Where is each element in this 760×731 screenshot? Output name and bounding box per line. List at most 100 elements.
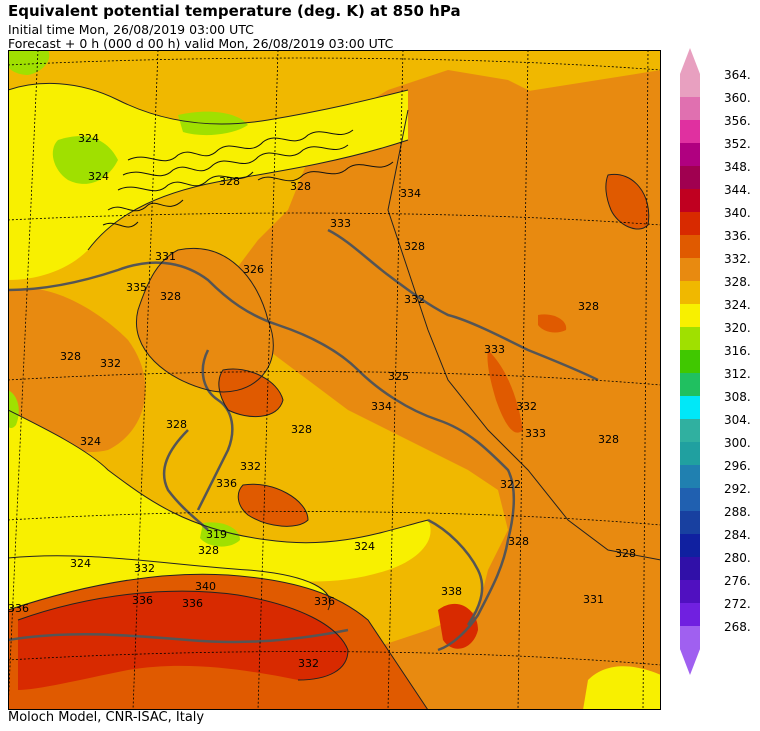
- contour-label: 328: [578, 300, 599, 313]
- theta-e-field-340-b: [438, 603, 478, 649]
- legend-swatch: [680, 327, 700, 351]
- theta-e-field-332-east: [388, 70, 661, 560]
- legend-swatch: [680, 419, 700, 443]
- legend-swatch: [680, 626, 700, 650]
- contour-label: 333: [330, 217, 351, 230]
- legend-swatch: [680, 120, 700, 144]
- contour-label: 328: [598, 433, 619, 446]
- legend-swatch: [680, 97, 700, 121]
- contour-label: 331: [155, 250, 176, 263]
- legend-tick-label: 292.: [724, 482, 751, 496]
- legend-swatch: [680, 465, 700, 489]
- contour-labels: 324 324 331 335 328 328 332 328 324 326 …: [8, 132, 636, 670]
- theta-e-field-336-e: [538, 314, 567, 333]
- legend-tick-label: 348.: [724, 160, 751, 174]
- legend-tick-label: 328.: [724, 275, 751, 289]
- legend-tick-label: 304.: [724, 413, 751, 427]
- legend-swatch: [680, 534, 700, 558]
- contour-label: 326: [243, 263, 264, 276]
- contour-label: 324: [88, 170, 109, 183]
- contour-label: 332: [100, 357, 121, 370]
- legend-tick-label: 320.: [724, 321, 751, 335]
- legend-swatch: [680, 603, 700, 627]
- legend-swatch: [680, 350, 700, 374]
- contour-label: 336: [216, 477, 237, 490]
- contour-label: 332: [134, 562, 155, 575]
- theta-e-field-316: [52, 136, 118, 184]
- legend-swatch: [680, 442, 700, 466]
- legend-swatch: [680, 235, 700, 259]
- contour-label: 333: [484, 343, 505, 356]
- contour-label: 328: [219, 175, 240, 188]
- contour-label: 328: [160, 290, 181, 303]
- contour-label: 324: [78, 132, 99, 145]
- legend-tick-label: 332.: [724, 252, 751, 266]
- theta-e-field-324-alps: [8, 83, 408, 280]
- contour-label: 324: [70, 557, 91, 570]
- contour-label: 336: [8, 602, 29, 615]
- map-title: Equivalent potential temperature (deg. K…: [8, 2, 461, 20]
- legend-tick-label: 340.: [724, 206, 751, 220]
- contour-label: 331: [583, 593, 604, 606]
- legend-swatch: [680, 281, 700, 305]
- theta-e-field-316-w: [8, 390, 19, 429]
- contour-label: 328: [508, 535, 529, 548]
- legend-swatch: [680, 580, 700, 604]
- legend-tick-label: 312.: [724, 367, 751, 381]
- legend-tick-label: 300.: [724, 436, 751, 450]
- theta-e-map: 324 324 331 335 328 328 332 328 324 326 …: [8, 50, 661, 710]
- contour-label: 340: [195, 580, 216, 593]
- legend-tick-label: 356.: [724, 114, 751, 128]
- legend-tick-label: 308.: [724, 390, 751, 404]
- contour-label: 324: [354, 540, 375, 553]
- contour-label: 332: [516, 400, 537, 413]
- legend-tick-label: 360.: [724, 91, 751, 105]
- contour-label: 319: [206, 528, 227, 541]
- theta-e-field-324-se: [583, 666, 661, 710]
- theta-e-field-324: [8, 410, 431, 582]
- map-frame: [8, 50, 661, 710]
- contour-label: 325: [388, 370, 409, 383]
- legend-swatch: [680, 258, 700, 282]
- lat-lon-grid: [8, 50, 661, 710]
- theta-e-field-316-nw: [8, 50, 50, 75]
- contour-label: 322: [500, 478, 521, 491]
- legend-arrow-down: [680, 649, 700, 675]
- color-scale-legend: 364. 360. 356. 352. 348. 344. 340. 336. 332. 328.…: [680, 48, 751, 675]
- legend-swatch: [680, 396, 700, 420]
- legend-swatch: [680, 189, 700, 213]
- legend-tick-label: 276.: [724, 574, 751, 588]
- contour-label: 328: [290, 180, 311, 193]
- legend-tick-label: 272.: [724, 597, 751, 611]
- contour-label: 333: [525, 427, 546, 440]
- contour-label: 332: [404, 293, 425, 306]
- contour-lines: [8, 83, 661, 710]
- initial-time: Initial time Mon, 26/08/2019 03:00 UTC: [8, 22, 254, 37]
- contour-label: 336: [182, 597, 203, 610]
- contour-label: 328: [291, 423, 312, 436]
- legend-tick-label: 316.: [724, 344, 751, 358]
- legend-tick-label: 280.: [724, 551, 751, 565]
- theta-e-field-336-a: [218, 369, 283, 417]
- legend-swatch: [680, 557, 700, 581]
- theta-e-field-332-west: [8, 288, 146, 452]
- legend-swatch: [680, 511, 700, 535]
- legend-tick-label: 336.: [724, 229, 751, 243]
- contour-label: 328: [60, 350, 81, 363]
- legend-tick-label: 268.: [724, 620, 751, 634]
- legend-swatch: [680, 212, 700, 236]
- theta-e-field-336-c: [605, 174, 649, 230]
- legend-swatch: [680, 166, 700, 190]
- contour-label: 335: [126, 281, 147, 294]
- contour-label: 336: [132, 594, 153, 607]
- legend-swatch: [680, 304, 700, 328]
- legend-tick-label: 352.: [724, 137, 751, 151]
- coastlines: [8, 228, 599, 652]
- contour-label: 334: [371, 400, 392, 413]
- legend-tick-label: 284.: [724, 528, 751, 542]
- legend-arrow-up: [680, 48, 700, 74]
- theta-e-field-328-center: [325, 466, 398, 510]
- model-credit: Moloch Model, CNR-ISAC, Italy: [8, 710, 205, 725]
- legend-swatch: [680, 373, 700, 397]
- legend-tick-label: 296.: [724, 459, 751, 473]
